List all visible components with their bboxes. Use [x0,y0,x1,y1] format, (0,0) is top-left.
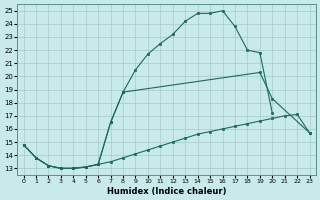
X-axis label: Humidex (Indice chaleur): Humidex (Indice chaleur) [107,187,226,196]
